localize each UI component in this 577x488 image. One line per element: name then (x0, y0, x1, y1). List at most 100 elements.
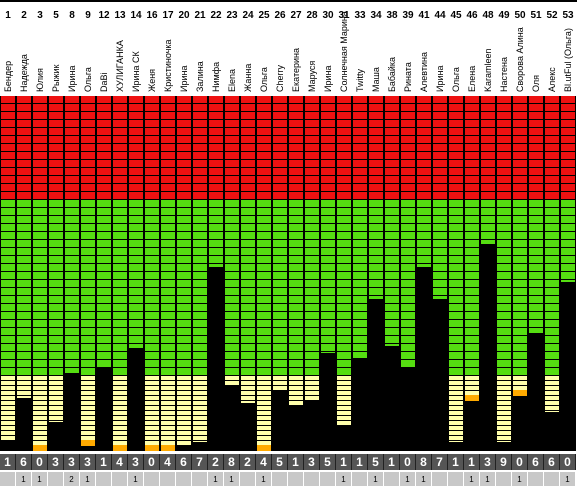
participant-column[interactable]: 51 Оля 6 (528, 0, 544, 486)
participant-column[interactable]: 2 Надежда 6 1 (16, 0, 32, 486)
participant-column[interactable]: 27 Екатерина 1 (288, 0, 304, 486)
participant-name[interactable]: Нимфа (211, 61, 221, 92)
green-band (225, 200, 239, 376)
participant-name[interactable]: Залина (195, 61, 205, 92)
participant-name[interactable]: Настена (499, 56, 509, 92)
red-band (193, 96, 207, 200)
participant-column[interactable]: 49 Настена 9 (496, 0, 512, 486)
participant-column[interactable]: 31 Солнечная Марина 1 1 (336, 0, 352, 486)
cream-band (49, 376, 63, 422)
participant-column[interactable]: 1 Бендер 1 (0, 0, 16, 486)
participant-column[interactable]: 23 Elena 8 1 (224, 0, 240, 486)
participant-name[interactable]: DaBi (99, 72, 109, 92)
participant-column[interactable]: 39 Рината 0 1 (400, 0, 416, 486)
participant-name[interactable]: Бабайка (387, 56, 397, 92)
participant-name[interactable]: Бендер (3, 60, 13, 92)
participant-column[interactable]: 33 Twitty 1 (352, 0, 368, 486)
participant-number: 49 (498, 10, 510, 21)
participant-column[interactable]: 26 Cherry 5 (272, 0, 288, 486)
participant-name[interactable]: Bl.utFul (Ольга) (563, 28, 573, 92)
participant-name[interactable]: Алевтина (419, 52, 429, 92)
participant-name[interactable]: Рыжик (51, 64, 61, 92)
participant-column[interactable]: 38 Бабайка 1 (384, 0, 400, 486)
participant-number: 38 (386, 10, 398, 21)
participant-number: 26 (274, 10, 286, 21)
participant-name[interactable]: Своровa Алина (515, 27, 525, 92)
rating-bar (224, 96, 240, 451)
participant-name[interactable]: Алекс (547, 67, 557, 92)
participant-name[interactable]: Жанна (243, 63, 253, 92)
extra-cell (0, 472, 16, 486)
participant-name[interactable]: Ольга (83, 67, 93, 92)
participant-name[interactable]: Elena (227, 68, 237, 92)
participant-column[interactable]: 25 Ольга 4 1 (256, 0, 272, 486)
participant-name[interactable]: Надежда (19, 54, 29, 92)
participant-column[interactable]: 46 Елена 1 1 (464, 0, 480, 486)
score-cell: 1 (448, 454, 464, 470)
participant-column[interactable]: 41 Алевтина 8 1 (416, 0, 432, 486)
participant-name[interactable]: Twitty (355, 68, 365, 92)
participant-number: 31 (338, 10, 350, 21)
participant-name[interactable]: Елена (467, 65, 477, 92)
cream-band (161, 376, 175, 447)
participant-column[interactable]: 44 Ирина 7 (432, 0, 448, 486)
participant-column[interactable]: 21 Залина 7 (192, 0, 208, 486)
participant-number: 30 (322, 10, 334, 21)
participant-column[interactable]: 30 Ирина 5 (320, 0, 336, 486)
participant-column[interactable]: 48 Karamleen 3 1 (480, 0, 496, 486)
participant-column[interactable]: 14 Ирина СК 3 1 (128, 0, 144, 486)
participant-name[interactable]: ХУЛИГАНКА (115, 40, 125, 92)
participant-name[interactable]: Екатерина (291, 48, 301, 92)
participant-name[interactable]: Ирина (179, 65, 189, 92)
participant-name[interactable]: Cherry (275, 64, 285, 92)
participant-name[interactable]: Ирина (435, 65, 445, 92)
participant-name[interactable]: Оля (531, 74, 541, 92)
participant-column[interactable]: 20 Ирина 6 (176, 0, 192, 486)
rating-bar (192, 96, 208, 451)
participant-name[interactable]: Ольга (259, 67, 269, 92)
participant-name[interactable]: Karamleen (483, 48, 493, 92)
participant-column[interactable]: 45 Ольга 1 (448, 0, 464, 486)
participant-name[interactable]: Юлия (35, 68, 45, 92)
participant-name[interactable]: Ирина СК (131, 51, 141, 92)
participant-column[interactable]: 24 Жанна 2 (240, 0, 256, 486)
participant-column[interactable]: 52 Алекс 6 (544, 0, 560, 486)
participant-column[interactable]: 17 Кристиночка 4 (160, 0, 176, 486)
participant-name[interactable]: Маруся (307, 60, 317, 92)
participant-name[interactable]: Солнечная Марина (339, 11, 349, 92)
green-band (513, 200, 527, 376)
participant-name-cell: DaBi (96, 24, 112, 94)
participant-name-cell: Бендер (0, 24, 16, 94)
green-band (305, 200, 319, 376)
participant-name[interactable]: Ирина (67, 65, 77, 92)
participant-column[interactable]: 9 Ольга 3 1 (80, 0, 96, 486)
participant-column[interactable]: 34 Маша 5 1 (368, 0, 384, 486)
participant-column[interactable]: 53 Bl.utFul (Ольга) 0 1 (560, 0, 576, 486)
participant-name[interactable]: Маша (371, 67, 381, 92)
red-band (401, 96, 415, 200)
participant-number: 51 (530, 10, 542, 21)
participant-name[interactable]: Кристиночка (163, 39, 173, 92)
participant-name[interactable]: Женя (147, 68, 157, 92)
red-band (113, 96, 127, 200)
participant-column[interactable]: 50 Своровa Алина 0 1 (512, 0, 528, 486)
participant-column[interactable]: 28 Маруся 3 (304, 0, 320, 486)
participant-name[interactable]: Ольга (451, 67, 461, 92)
participant-number: 46 (466, 10, 478, 21)
participant-column[interactable]: 5 Рыжик 3 (48, 0, 64, 486)
cream-band (305, 376, 319, 400)
participant-column[interactable]: 22 Нимфа 2 1 (208, 0, 224, 486)
participant-column[interactable]: 3 Юлия 0 1 (32, 0, 48, 486)
extra-cell (384, 472, 400, 486)
participant-name-cell: Оля (528, 24, 544, 94)
participant-column[interactable]: 8 Ирина 3 2 (64, 0, 80, 486)
participant-column[interactable]: 12 DaBi 1 (96, 0, 112, 486)
participant-column[interactable]: 13 ХУЛИГАНКА 4 (112, 0, 128, 486)
red-band (49, 96, 63, 200)
participant-name[interactable]: Ирина (323, 65, 333, 92)
red-band (481, 96, 495, 200)
green-band (161, 200, 175, 376)
participant-name[interactable]: Рината (403, 62, 413, 92)
participant-column[interactable]: 16 Женя 0 (144, 0, 160, 486)
